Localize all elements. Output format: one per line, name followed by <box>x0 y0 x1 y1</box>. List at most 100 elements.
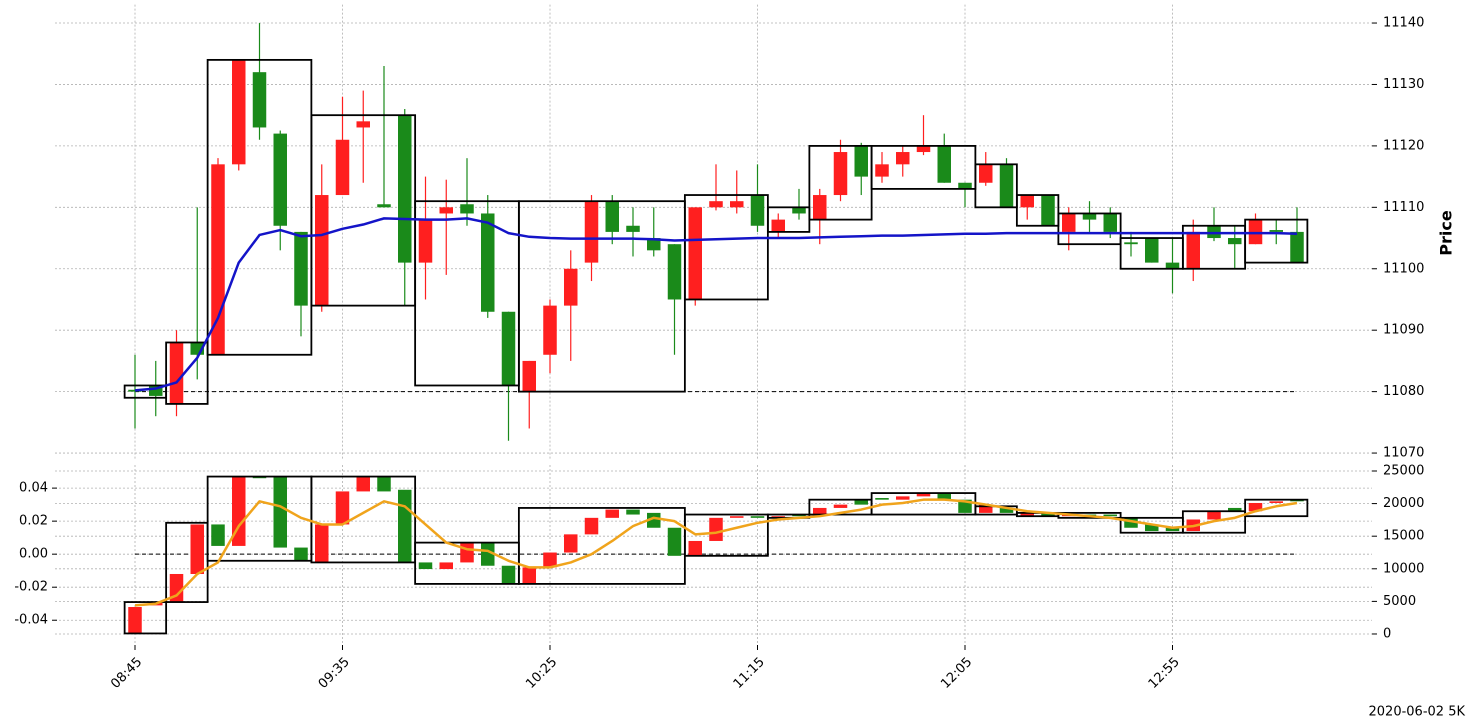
candle-body <box>460 204 474 214</box>
candle-body <box>169 573 184 603</box>
candle-body <box>294 231 308 306</box>
candle-body <box>1020 195 1034 208</box>
y-tick-label: 11090 <box>1383 323 1424 338</box>
candle-body <box>854 499 868 505</box>
range-box <box>165 521 209 603</box>
candle-body <box>1207 511 1221 520</box>
candle-body <box>439 562 453 570</box>
candle-body <box>522 567 536 584</box>
candle-body <box>730 516 744 518</box>
candle-body <box>605 201 619 232</box>
y2-tick-label: 20000 <box>1383 496 1424 511</box>
candle-body <box>252 72 267 128</box>
candle-body <box>709 517 723 541</box>
candle-body <box>647 512 661 528</box>
candle-body <box>1020 512 1034 517</box>
candle-body <box>647 238 661 251</box>
candle-body <box>232 59 246 165</box>
moving-average-line <box>134 498 1298 607</box>
candle-body <box>875 164 889 177</box>
candle-body <box>1041 195 1055 226</box>
candle-body <box>667 527 682 556</box>
range-box <box>1057 511 1122 519</box>
annotation: 2020-06-02 5K <box>1369 705 1466 720</box>
y-tick-label: 11110 <box>1383 200 1424 215</box>
range-box <box>165 341 209 405</box>
candle-body <box>1248 502 1263 512</box>
candle-body <box>688 540 702 556</box>
candle-body <box>398 489 412 563</box>
x-tick-label: 12:05 <box>938 655 975 692</box>
range-box <box>123 601 168 635</box>
candle-body <box>190 524 204 574</box>
y-tick-label: 11070 <box>1383 446 1424 461</box>
candle-body <box>688 207 702 300</box>
candle-body <box>1124 242 1138 245</box>
candle-body <box>315 195 329 306</box>
range-box <box>1244 498 1309 518</box>
candle-body <box>916 145 931 153</box>
candle-body <box>1062 213 1076 232</box>
candle-body <box>1145 238 1159 263</box>
candle-body <box>771 219 785 232</box>
range-box <box>1244 218 1309 264</box>
candle-body <box>1165 527 1180 532</box>
x-tick-label: 12:55 <box>1146 655 1183 692</box>
y-tick-label: 11120 <box>1383 138 1424 153</box>
candle-body <box>294 547 308 561</box>
y-tick-label: 11080 <box>1383 384 1424 399</box>
candle-body <box>750 516 765 518</box>
candle-body <box>937 493 951 500</box>
y-tick-label: -0.04 <box>14 613 48 628</box>
candle-body <box>418 562 433 570</box>
y2-tick-label: 5000 <box>1383 594 1416 609</box>
candle-body <box>999 164 1014 208</box>
candle-body <box>813 195 827 220</box>
candle-body <box>543 305 557 355</box>
candle-body <box>896 152 910 165</box>
candle-body <box>501 565 516 584</box>
candle-body <box>232 476 246 546</box>
y-tick-label: 0.04 <box>19 481 48 496</box>
y-tick-label: 11140 <box>1383 16 1424 31</box>
candle-body <box>584 517 599 535</box>
candle-body <box>377 204 391 208</box>
candle-body <box>1269 501 1283 503</box>
x-tick-label: 11:15 <box>731 655 768 692</box>
candle-body <box>273 133 287 226</box>
candle-body <box>335 139 350 196</box>
candle-body <box>875 498 889 500</box>
y-tick-label: -0.02 <box>14 580 48 595</box>
candle-body <box>792 207 806 214</box>
candle-body <box>626 225 640 232</box>
y-tick-label: 0.00 <box>19 547 48 562</box>
candle-body <box>1082 213 1097 220</box>
candle-body <box>979 164 993 183</box>
y-axis-label: Price <box>1437 210 1456 256</box>
candle-body <box>626 509 640 515</box>
candle-body <box>543 552 557 568</box>
candle-body <box>854 145 868 177</box>
candle-body <box>315 524 329 563</box>
candle-body <box>896 496 910 500</box>
candle-body <box>418 219 433 263</box>
range-box <box>1057 212 1122 246</box>
candle-body <box>1124 517 1138 528</box>
candle-body <box>439 207 453 214</box>
range-box <box>310 475 417 564</box>
y-tick-label: 11100 <box>1383 261 1424 276</box>
candle-body <box>1186 231 1200 269</box>
candle-body <box>750 195 765 226</box>
candle-body <box>958 182 972 189</box>
candle-body <box>128 607 142 634</box>
candle-body <box>584 201 599 263</box>
candle-body <box>273 476 287 548</box>
y-tick-label: 11130 <box>1383 77 1424 92</box>
candle-body <box>356 476 370 492</box>
candle-body <box>1145 524 1159 532</box>
candle-body <box>1290 231 1304 263</box>
candle-body <box>398 115 412 263</box>
candle-body <box>999 507 1014 513</box>
